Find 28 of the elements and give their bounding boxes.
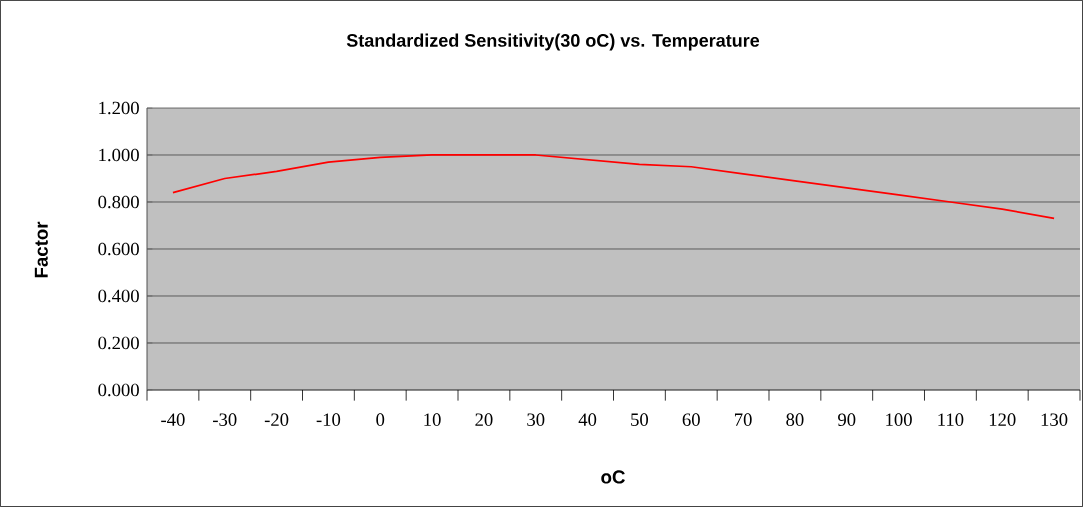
y-tick-label: 1.200 bbox=[99, 101, 139, 115]
x-axis-title: oC bbox=[601, 470, 625, 484]
x-tick-label: 110 bbox=[938, 413, 964, 426]
chart-title: Standardized Sensitivity(30 oC) vs. Temperature bbox=[346, 33, 760, 51]
x-tick-label: 90 bbox=[838, 413, 856, 426]
x-tick-label: 80 bbox=[786, 413, 804, 426]
x-tick-label: -10 bbox=[316, 413, 341, 426]
x-tick-label: -20 bbox=[264, 413, 289, 426]
x-tick-label: 60 bbox=[682, 413, 700, 426]
x-tick-label: 0 bbox=[376, 413, 385, 426]
y-tick-label: 0.400 bbox=[98, 289, 139, 303]
y-axis-title: Factor bbox=[34, 221, 48, 278]
x-tick-label: -40 bbox=[161, 413, 185, 426]
x-tick-label: 130 bbox=[1041, 413, 1068, 426]
x-tick-label: 40 bbox=[578, 413, 597, 426]
y-tick-label: 1.000 bbox=[99, 148, 139, 162]
y-tick-label: 0.600 bbox=[98, 242, 139, 256]
x-tick-label: 100 bbox=[886, 413, 912, 426]
y-tick-label: 0.200 bbox=[98, 336, 139, 350]
x-tick-label: 20 bbox=[475, 413, 493, 426]
x-tick-label: 50 bbox=[631, 413, 649, 426]
x-tick-label: 70 bbox=[734, 413, 752, 426]
x-tick-label: 120 bbox=[989, 413, 1016, 426]
y-tick-label: 0.800 bbox=[98, 195, 139, 209]
x-tick-label: 10 bbox=[424, 413, 441, 426]
x-tick-label: 30 bbox=[527, 413, 545, 426]
y-tick-label: 0.000 bbox=[98, 383, 139, 397]
x-tick-label: -30 bbox=[213, 413, 237, 426]
